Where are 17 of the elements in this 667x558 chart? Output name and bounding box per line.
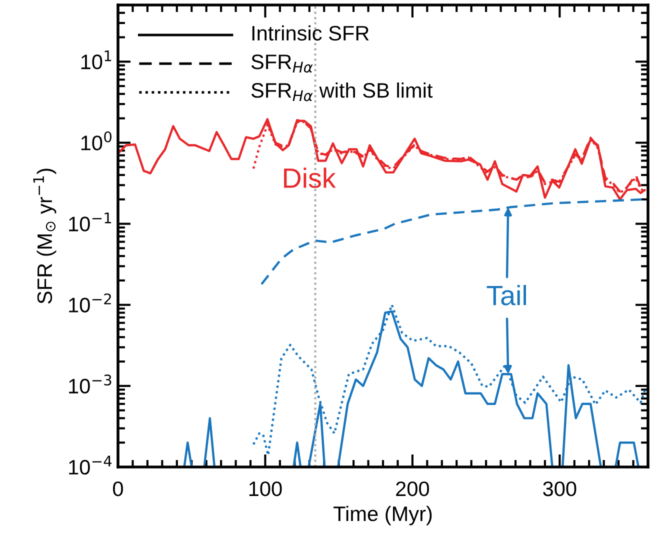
y-tick-label: 10$^{0}$ xyxy=(81,131,112,150)
y-tick-label: 10$^{1}$ xyxy=(81,50,112,70)
x-tick-label: 0 xyxy=(113,481,123,496)
annotation: Tail xyxy=(486,284,526,306)
annotation: Disk xyxy=(284,168,336,188)
x-axis-title: Time (Myr) xyxy=(334,506,432,526)
x-tick-label: 300 xyxy=(543,481,576,496)
annotation: SFR$_{Hα}$ with SB limit xyxy=(251,82,433,102)
annotation: SFR$_{Hα}$ xyxy=(251,54,313,73)
y-tick-label: 10$^{−4}$ xyxy=(69,456,112,475)
x-tick-label: 100 xyxy=(249,481,282,496)
y-axis-title: SFR (M$_{⊙}$ yr$^{−1}$) xyxy=(33,168,56,304)
y-tick-label: 10$^{−1}$ xyxy=(69,212,112,232)
x-tick-label: 200 xyxy=(396,481,430,496)
y-tick-label: 10$^{−3}$ xyxy=(69,374,112,394)
annotation: Intrinsic SFR xyxy=(252,25,369,41)
y-tick-label: 10$^{−2}$ xyxy=(69,293,111,312)
